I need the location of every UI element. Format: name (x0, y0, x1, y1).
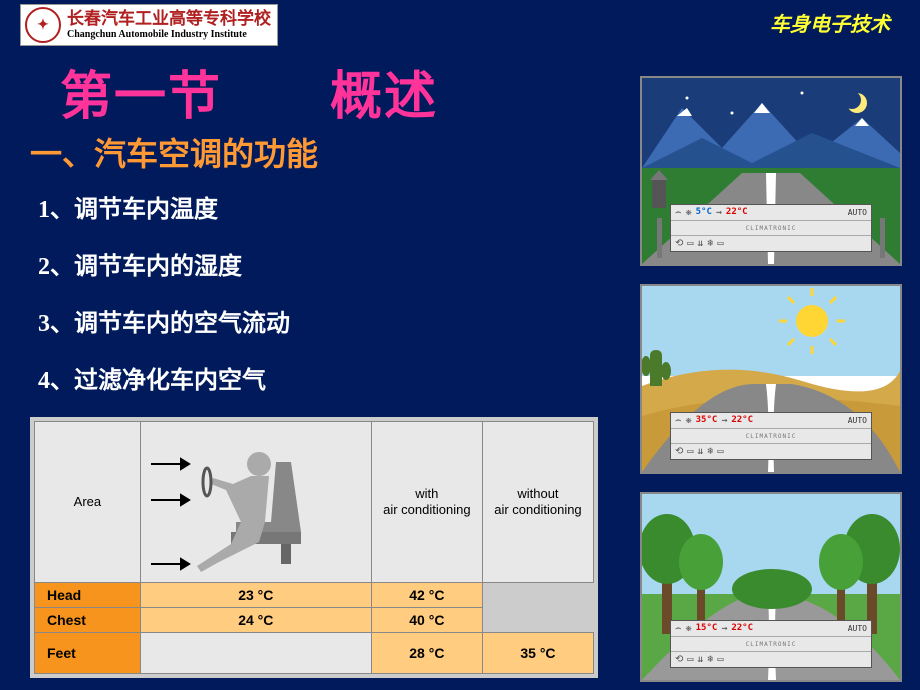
area-head: Head (35, 583, 141, 608)
head-with: 23 °C (140, 583, 371, 608)
head-without: 42 °C (371, 583, 482, 608)
inside-temp: 22°C (726, 207, 748, 217)
panel-mid-label: CLIMATRONIC (675, 225, 867, 232)
institute-name-en: Changchun Automobile Industry Institute (67, 29, 271, 40)
chest-without: 40 °C (371, 608, 482, 633)
vent-icon: ⇊ (697, 446, 703, 457)
left-column: 第一节 概述 一、汽车空调的功能 1、调节车内温度 2、调节车内的湿度 3、调节… (30, 46, 620, 682)
rear-icon: ▭ (717, 238, 723, 249)
defrost-icon: ⌢ (675, 415, 682, 426)
auto-label: AUTO (848, 208, 867, 217)
fan-icon: ❋ (686, 207, 692, 218)
airflow-icon: ⇝ (721, 623, 727, 634)
temperature-table: Area (30, 417, 598, 678)
econ-icon: ▭ (687, 446, 693, 457)
scene-night: ⌢ ❋ 5°C ⇝ 22°C AUTO CLIMATRONIC ⟲ ▭ ⇊ ❄ … (640, 76, 902, 266)
rear-icon: ▭ (717, 654, 723, 665)
col-area: Area (35, 422, 141, 583)
defrost-icon: ⌢ (675, 207, 682, 218)
scene-desert: ⌢ ❋ 35°C ⇝ 22°C AUTO CLIMATRONIC ⟲ ▭ ⇊ ❄… (640, 284, 902, 474)
col-with-ac: with air conditioning (371, 422, 482, 583)
inside-temp: 22°C (731, 623, 753, 633)
inside-temp: 22°C (731, 415, 753, 425)
ac-icon: ❄ (707, 654, 713, 665)
scene-column: ⌢ ❋ 5°C ⇝ 22°C AUTO CLIMATRONIC ⟲ ▭ ⇊ ❄ … (640, 46, 900, 682)
auto-label: AUTO (848, 624, 867, 633)
recirc-icon: ⟲ (675, 446, 683, 457)
list-item: 3、调节车内的空气流动 (38, 303, 620, 338)
panel-mid-label: CLIMATRONIC (675, 433, 867, 440)
fan-icon: ❋ (686, 623, 692, 634)
auto-label: AUTO (848, 416, 867, 425)
outside-temp: 35°C (696, 415, 718, 425)
ac-control-panel: ⌢ ❋ 15°C ⇝ 22°C AUTO CLIMATRONIC ⟲ ▭ ⇊ ❄… (670, 620, 872, 668)
main-content: 第一节 概述 一、汽车空调的功能 1、调节车内温度 2、调节车内的湿度 3、调节… (0, 46, 920, 682)
col-without-ac: without air conditioning (482, 422, 593, 583)
ac-icon: ❄ (707, 446, 713, 457)
ac-control-panel: ⌢ ❋ 35°C ⇝ 22°C AUTO CLIMATRONIC ⟲ ▭ ⇊ ❄… (670, 412, 872, 460)
ac-control-panel: ⌢ ❋ 5°C ⇝ 22°C AUTO CLIMATRONIC ⟲ ▭ ⇊ ❄ … (670, 204, 872, 252)
econ-icon: ▭ (687, 238, 693, 249)
scene-forest: ⌢ ❋ 15°C ⇝ 22°C AUTO CLIMATRONIC ⟲ ▭ ⇊ ❄… (640, 492, 902, 682)
vent-icon: ⇊ (697, 238, 703, 249)
table-row: Head 23 °C 42 °C (35, 583, 594, 608)
course-title: 车身电子技术 (770, 4, 890, 37)
diagram-spacer (140, 633, 371, 674)
outside-temp: 15°C (696, 623, 718, 633)
rear-icon: ▭ (717, 446, 723, 457)
vent-icon: ⇊ (697, 654, 703, 665)
driver-diagram-cell (140, 422, 371, 583)
chest-with: 24 °C (140, 608, 371, 633)
recirc-icon: ⟲ (675, 238, 683, 249)
fan-icon: ❋ (686, 415, 692, 426)
table-row: Chest 24 °C 40 °C (35, 608, 594, 633)
feet-without: 35 °C (482, 633, 593, 674)
header: ✦ 长春汽车工业高等专科学校 Changchun Automobile Indu… (0, 0, 920, 46)
area-chest: Chest (35, 608, 141, 633)
list-item: 4、过滤净化车内空气 (38, 360, 620, 395)
feet-with: 28 °C (371, 633, 482, 674)
area-feet: Feet (35, 633, 141, 674)
list-item: 2、调节车内的湿度 (38, 246, 620, 281)
airflow-icon: ⇝ (721, 415, 727, 426)
driver-seated-icon (141, 422, 371, 582)
ac-icon: ❄ (707, 238, 713, 249)
recirc-icon: ⟲ (675, 654, 683, 665)
list-item: 1、调节车内温度 (38, 189, 620, 224)
outside-temp: 5°C (696, 207, 712, 217)
panel-mid-label: CLIMATRONIC (675, 641, 867, 648)
table-row: Feet 28 °C 35 °C (35, 633, 594, 674)
institute-name-cn: 长春汽车工业高等专科学校 (67, 10, 271, 29)
logo-emblem: ✦ (25, 7, 61, 43)
section-title: 第一节 概述 (60, 54, 620, 129)
logo-emblem-inner: ✦ (37, 17, 49, 34)
logo-text: 长春汽车工业高等专科学校 Changchun Automobile Indust… (67, 10, 271, 40)
airflow-icon: ⇝ (716, 207, 722, 218)
econ-icon: ▭ (687, 654, 693, 665)
defrost-icon: ⌢ (675, 623, 682, 634)
section-subtitle: 一、汽车空调的功能 (30, 129, 620, 175)
institute-logo-box: ✦ 长春汽车工业高等专科学校 Changchun Automobile Indu… (20, 4, 278, 46)
